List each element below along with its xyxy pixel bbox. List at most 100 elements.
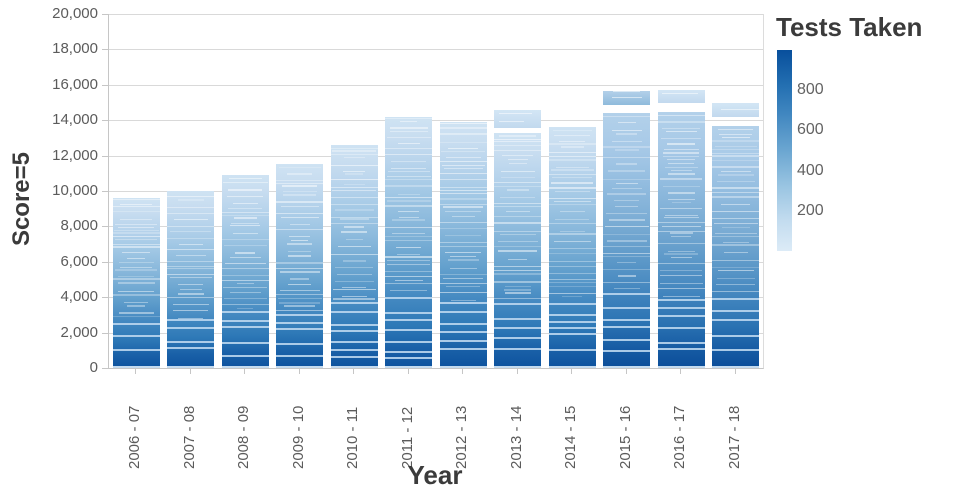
segment-stripe	[385, 311, 433, 314]
bar-segment[interactable]	[603, 113, 651, 368]
segment-stripe	[115, 223, 158, 225]
segment-stripe	[660, 207, 703, 209]
segment-stripe	[611, 129, 642, 131]
bar-segment[interactable]	[112, 198, 160, 368]
segment-stripe	[553, 241, 591, 243]
x-tick-mark	[680, 369, 682, 374]
segment-stripe	[657, 342, 705, 345]
segment-stripe	[167, 327, 215, 330]
bar-segment[interactable]	[330, 144, 378, 368]
segment-stripe	[288, 255, 311, 258]
segment-stripe	[499, 134, 537, 137]
y-tick-mark	[102, 84, 108, 86]
segment-stripe	[616, 132, 638, 135]
segment-stripe	[221, 366, 269, 368]
segment-stripe	[548, 281, 596, 283]
bar-2008-09[interactable]	[221, 14, 269, 368]
segment-stripe	[500, 177, 535, 179]
bar-segment[interactable]	[167, 191, 215, 368]
segment-stripe	[330, 310, 378, 313]
bar-segment[interactable]	[712, 103, 760, 117]
segment-stripe	[118, 312, 154, 315]
bar-segment[interactable]	[657, 90, 705, 103]
segment-stripe	[221, 238, 269, 240]
segment-stripe	[387, 260, 431, 262]
bar-segment[interactable]	[494, 109, 542, 129]
segment-stripe	[657, 114, 705, 116]
segment-stripe	[667, 198, 695, 200]
x-tick-label: 2013 - 14	[507, 405, 525, 469]
segment-stripe	[341, 296, 367, 298]
segment-stripe	[279, 301, 321, 304]
bar-segment[interactable]	[385, 116, 433, 368]
bar-segment[interactable]	[494, 133, 542, 368]
segment-stripe	[664, 214, 698, 216]
segment-stripe	[713, 222, 758, 224]
segment-stripe	[385, 276, 433, 278]
segment-stripe	[439, 340, 487, 343]
segment-stripe	[112, 366, 160, 368]
bar-2012-13[interactable]	[439, 14, 487, 368]
segment-stripe	[345, 238, 363, 240]
segment-stripe	[334, 280, 374, 282]
segment-stripe	[112, 232, 160, 235]
segment-stripe	[657, 263, 705, 265]
bar-segment[interactable]	[276, 164, 324, 368]
bar-segment[interactable]	[603, 91, 651, 106]
segment-stripe	[439, 173, 487, 175]
bar-2009-10[interactable]	[276, 14, 324, 368]
bar-segment[interactable]	[439, 121, 487, 368]
bar-segment[interactable]	[548, 127, 596, 368]
segment-stripe	[660, 270, 703, 272]
segment-stripe	[712, 165, 760, 168]
segment-stripe	[390, 290, 428, 292]
segment-stripe	[662, 295, 700, 297]
x-tick-label: 2016 - 17	[671, 405, 689, 469]
segment-stripe	[504, 289, 532, 292]
segment-stripe	[439, 310, 487, 313]
segment-stripe	[115, 239, 158, 241]
bar-2016-17[interactable]	[657, 14, 705, 368]
gridline	[109, 191, 763, 192]
segment-stripe	[120, 267, 153, 269]
segment-stripe	[233, 216, 257, 219]
y-tick-mark	[102, 120, 108, 122]
segment-stripe	[712, 366, 760, 368]
segment-stripe	[603, 292, 651, 295]
bar-2015-16[interactable]	[603, 14, 651, 368]
segment-stripe	[721, 226, 750, 228]
segment-stripe	[548, 286, 596, 288]
x-tick-mark	[734, 369, 736, 374]
segment-stripe	[614, 200, 640, 202]
bar-2007-08[interactable]	[167, 14, 215, 368]
segment-stripe	[548, 260, 596, 262]
segment-stripe	[330, 324, 378, 327]
segment-stripe	[385, 255, 433, 258]
segment-stripe	[712, 140, 760, 143]
bar-2013-14[interactable]	[494, 14, 542, 368]
segment-stripe	[667, 142, 696, 145]
bar-segment[interactable]	[712, 126, 760, 368]
segment-stripe	[228, 177, 262, 179]
segment-stripe	[550, 169, 594, 172]
segment-stripe	[555, 166, 589, 168]
x-tick-label: 2011 - 12	[398, 406, 416, 469]
segment-stripe	[717, 174, 754, 177]
bar-2011-12[interactable]	[385, 14, 433, 368]
bar-2010-11[interactable]	[330, 14, 378, 368]
segment-stripe	[236, 283, 254, 285]
bar-2006-07[interactable]	[112, 14, 160, 368]
legend-tick-label: 400	[797, 161, 824, 179]
bar-segment[interactable]	[657, 111, 705, 368]
bar-segment[interactable]	[221, 175, 269, 368]
segment-stripe	[494, 181, 542, 183]
segment-stripe	[330, 355, 378, 358]
segment-stripe	[714, 232, 757, 234]
segment-stripe	[385, 196, 433, 198]
segment-stripe	[613, 91, 641, 93]
segment-stripe	[280, 216, 319, 218]
segment-stripe	[660, 275, 703, 277]
segment-stripe	[617, 262, 637, 264]
bar-2014-15[interactable]	[548, 14, 596, 368]
bar-2017-18[interactable]	[712, 14, 760, 368]
